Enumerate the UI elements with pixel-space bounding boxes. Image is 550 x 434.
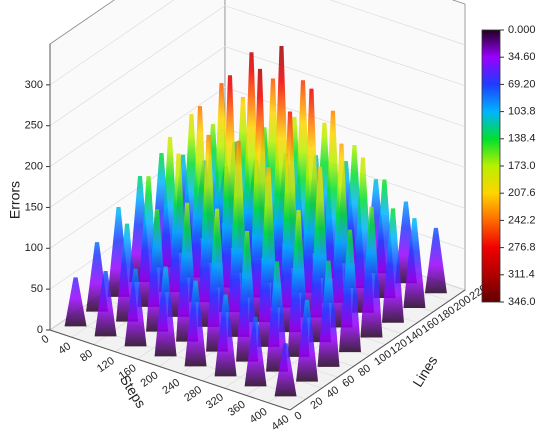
colorbar-tick-label: 207.6 bbox=[508, 187, 536, 199]
colorbar-tick-label: 311.4 bbox=[508, 269, 535, 281]
surface-spike bbox=[214, 294, 237, 377]
surface-spike bbox=[424, 227, 447, 294]
x-tick-label: 360 bbox=[226, 398, 248, 418]
z-tick-label: 300 bbox=[25, 79, 43, 91]
colorbar-tick-label: 103.8 bbox=[508, 106, 536, 118]
surface-spike bbox=[274, 343, 297, 397]
x-tick-label: 280 bbox=[182, 384, 204, 404]
grid-line bbox=[49, 46, 466, 167]
surface-spike bbox=[296, 299, 319, 382]
surface-spike bbox=[266, 261, 289, 372]
surface-spike bbox=[154, 266, 177, 357]
grid-line bbox=[49, 5, 466, 127]
z-tick-label: 50 bbox=[31, 283, 43, 295]
x-tick-label: 120 bbox=[95, 355, 117, 375]
colorbar-tick-label: 0.000 bbox=[508, 24, 536, 36]
z-tick-label: 100 bbox=[25, 242, 43, 254]
x-tick-label: 40 bbox=[56, 340, 73, 357]
y-tick-label: 40 bbox=[324, 384, 341, 401]
y-tick-label: 20 bbox=[308, 395, 325, 412]
z-tick-label: 200 bbox=[25, 160, 43, 172]
colorbar-tick-label: 276.8 bbox=[508, 242, 536, 254]
y-tick-label: 80 bbox=[356, 362, 373, 379]
x-tick-label: 200 bbox=[139, 369, 161, 389]
z-tick-label: 0 bbox=[37, 324, 43, 336]
z-tick-label: 250 bbox=[25, 120, 43, 132]
x-tick-label: 400 bbox=[248, 406, 270, 426]
surface-spike bbox=[339, 229, 361, 353]
surface-spike bbox=[317, 260, 340, 367]
surface-spike bbox=[124, 268, 147, 347]
colorbar-tick-label: 34.60 bbox=[508, 51, 536, 63]
grid-line bbox=[49, 87, 466, 208]
x-tick-label: 240 bbox=[160, 377, 182, 397]
surface-spike bbox=[64, 277, 87, 327]
x-tick-label: 440 bbox=[269, 413, 291, 433]
grid-line bbox=[49, 0, 466, 86]
y-tick-label: 0 bbox=[293, 409, 305, 422]
colorbar bbox=[481, 29, 501, 303]
box-edge bbox=[289, 289, 466, 411]
y-tick-label: 60 bbox=[340, 373, 357, 390]
surface-spike bbox=[184, 280, 207, 367]
surface-spike bbox=[360, 206, 383, 338]
colorbar-tick-label: 242.2 bbox=[508, 214, 536, 226]
x-tick-label: 80 bbox=[78, 348, 95, 365]
y-axis-label: Lines bbox=[409, 353, 440, 390]
x-tick-label: 320 bbox=[204, 391, 226, 411]
colorbar-tick-label: 138.4 bbox=[508, 133, 536, 145]
surface-spike bbox=[381, 208, 404, 323]
colorbar-tick-label: 346.0 bbox=[508, 296, 536, 308]
z-axis-label: Errors bbox=[7, 181, 23, 219]
surface-spike bbox=[94, 270, 117, 337]
x-tick-label: 0 bbox=[39, 333, 51, 346]
colorbar-tick-label: 69.20 bbox=[508, 78, 536, 90]
box-edge bbox=[49, 329, 291, 411]
surface-spike bbox=[244, 316, 267, 387]
colorbar-tick-label: 173.0 bbox=[508, 160, 536, 172]
z-tick-label: 150 bbox=[25, 201, 43, 213]
surface-spike bbox=[403, 218, 426, 308]
